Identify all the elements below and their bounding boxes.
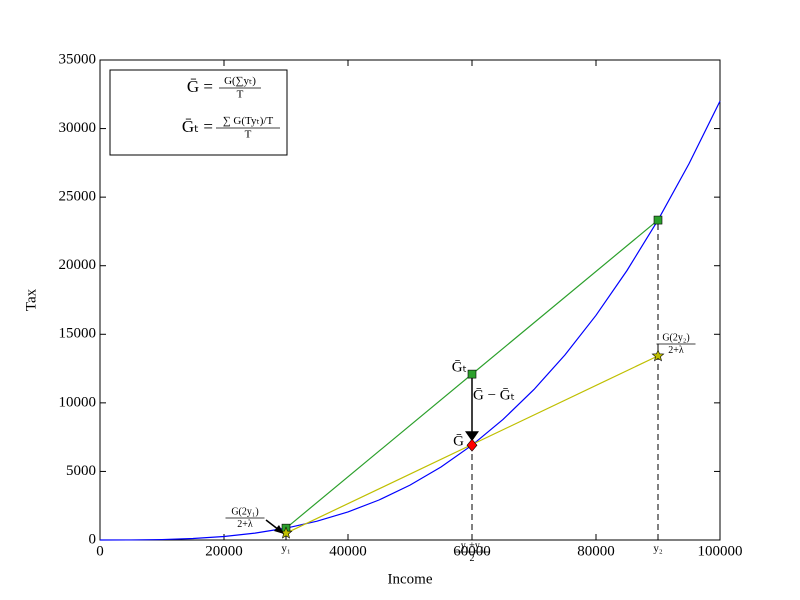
x-tick-label: 60000	[453, 543, 491, 559]
formula-lhs: Ḡ =	[187, 77, 213, 96]
data-point	[466, 438, 478, 452]
x-extra-tick-label: y₂	[653, 543, 663, 555]
data-point	[651, 349, 665, 362]
annotation: Ḡₜ	[452, 359, 467, 375]
arrow-head	[274, 525, 284, 534]
y-tick-label: 20000	[59, 257, 97, 273]
formula-numerator: G(∑yₜ)	[224, 75, 256, 87]
series-line	[99, 100, 721, 541]
x-extra-tick-label: y₁	[281, 543, 291, 555]
formula-numerator: ∑ G(Tyₜ)/T	[223, 115, 274, 127]
y-tick-label: 0	[89, 531, 97, 547]
formula-box	[109, 69, 288, 156]
y-axis-label: Tax	[23, 288, 39, 311]
x-tick-label: 0	[96, 543, 104, 559]
y-tick-label: 10000	[59, 394, 97, 410]
x-tick-label: 40000	[329, 543, 367, 559]
y-tick-label: 5000	[66, 463, 96, 479]
arrow-head	[465, 431, 479, 442]
x-extra-tick-label-denominator: 2	[470, 553, 475, 564]
x-extra-tick-label-numerator: y₁+y₂	[461, 540, 484, 551]
y-tick-label: 30000	[59, 120, 97, 136]
data-point	[467, 369, 477, 379]
plot-frame	[99, 59, 721, 541]
annotation-numerator: G(2y₂)	[662, 332, 689, 343]
annotation-denominator: 2+λ	[237, 519, 253, 530]
formula-denominator: T	[237, 89, 244, 101]
data-point	[653, 215, 663, 225]
annotation: Ḡ	[453, 433, 464, 449]
x-tick-label: 80000	[577, 543, 615, 559]
annotation-numerator: G(2y₁)	[231, 506, 258, 517]
formula-lhs: Ḡₜ =	[182, 117, 213, 136]
annotation-denominator: 2+λ	[668, 345, 684, 356]
y-tick-label: 25000	[59, 189, 97, 205]
x-axis-label: Income	[388, 571, 433, 587]
y-tick-label: 35000	[59, 51, 97, 67]
formula-denominator: T	[245, 129, 252, 141]
x-tick-label: 100000	[698, 543, 743, 559]
y-tick-label: 15000	[59, 326, 97, 342]
x-tick-label: 20000	[205, 543, 243, 559]
annotation: Ḡ − Ḡₜ	[473, 387, 515, 403]
